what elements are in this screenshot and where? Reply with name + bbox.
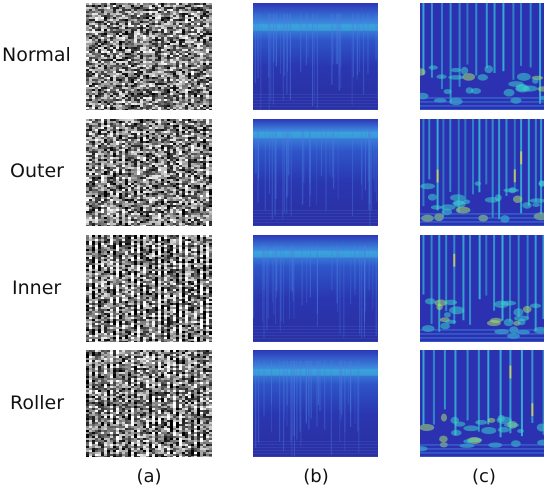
roller-grayscale-image xyxy=(86,350,212,457)
row-label-inner: Inner xyxy=(12,277,62,299)
column-label-b: (b) xyxy=(303,466,329,487)
roller-spectrogram-image xyxy=(253,350,378,457)
outer-grayscale-image xyxy=(86,119,212,226)
column-label-a: (a) xyxy=(136,466,162,487)
normal-scalogram-image xyxy=(420,3,544,110)
outer-spectrogram-image xyxy=(253,119,378,226)
inner-spectrogram-image xyxy=(253,235,378,342)
inner-grayscale-image xyxy=(86,235,212,342)
inner-scalogram-image xyxy=(420,235,544,342)
normal-grayscale-image xyxy=(86,3,212,110)
column-label-c: (c) xyxy=(472,466,496,487)
row-label-outer: Outer xyxy=(10,160,64,182)
roller-scalogram-image xyxy=(420,350,544,457)
outer-scalogram-image xyxy=(420,119,544,226)
row-label-roller: Roller xyxy=(10,392,65,414)
row-label-normal: Normal xyxy=(2,44,71,66)
normal-spectrogram-image xyxy=(253,3,378,110)
